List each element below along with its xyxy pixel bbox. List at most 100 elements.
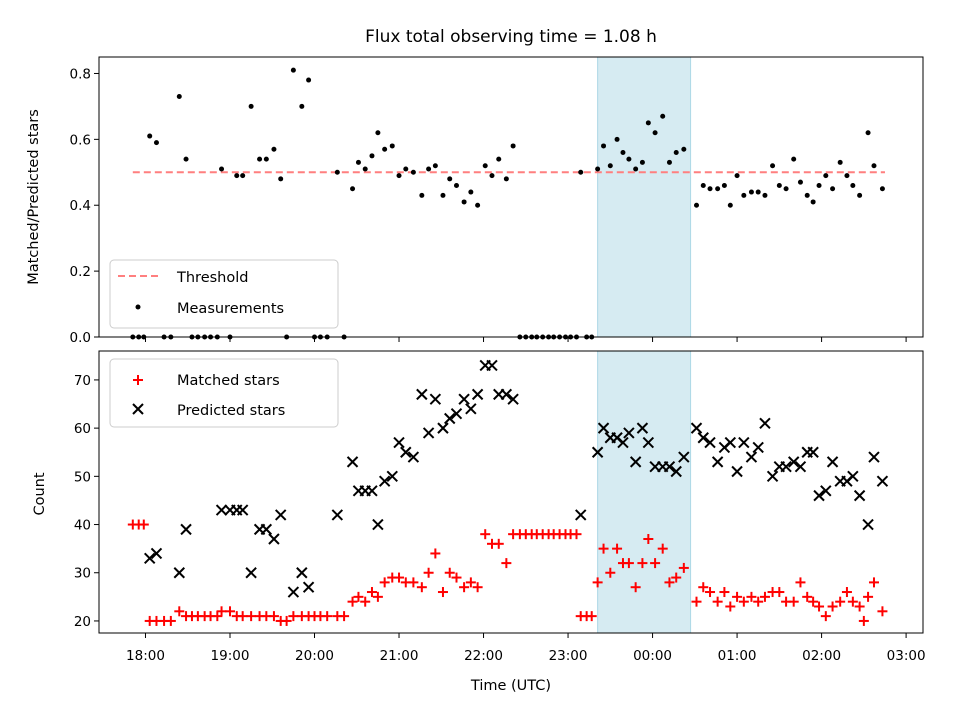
matched-star-point (465, 577, 476, 588)
top-y-axis-label: Matched/Predicted stars (26, 109, 42, 285)
measurement-point (595, 166, 601, 172)
predicted-star-point (597, 422, 610, 434)
predicted-star-point (868, 451, 880, 463)
predicted-star-stroke-b (623, 427, 635, 439)
measurement-point (271, 146, 277, 152)
measurement-point (614, 136, 620, 142)
measurement-point (652, 130, 658, 136)
matched-star-point (288, 611, 299, 622)
matched-star-point (643, 534, 654, 544)
bottom-x-tick-label: 18:00 (126, 648, 165, 664)
matched-star-point (808, 596, 819, 607)
predicted-star-stroke-b (150, 547, 163, 560)
chart-title: Flux total observing time = 1.08 h (365, 27, 657, 47)
predicted-star-stroke-b (465, 403, 477, 415)
top-y-tick-label: 0.2 (70, 264, 91, 280)
measurement-point (503, 176, 509, 182)
matched-star-point (827, 601, 838, 612)
predicted-star-stroke-b (617, 436, 629, 449)
predicted-star-point (393, 436, 405, 449)
measurement-point (797, 179, 803, 185)
predicted-star-stroke-b (268, 533, 280, 545)
measurement-point (453, 182, 459, 188)
matched-star-point (753, 596, 764, 607)
matched-star-point (237, 611, 248, 622)
predicted-star-point (759, 417, 771, 430)
bottom-y-tick-label: 70 (74, 373, 91, 389)
measurement-point (489, 173, 495, 179)
matched-star-point (353, 591, 364, 602)
predicted-star-point (862, 518, 874, 531)
measurement-point (263, 156, 269, 162)
matched-star-point (394, 572, 405, 583)
matched-star-point (746, 591, 757, 602)
measurement-point (755, 189, 761, 195)
predicted-star-point (400, 446, 412, 458)
predicted-star-point (731, 465, 743, 478)
predicted-star-stroke-b (144, 552, 156, 564)
predicted-star-stroke-b (400, 446, 412, 458)
predicted-star-stroke-b (346, 456, 359, 468)
predicted-star-stroke-b (862, 518, 874, 531)
measurement-point (482, 163, 488, 169)
matched-star-point (835, 596, 846, 607)
bottom-y-axis-label: Count (32, 472, 48, 515)
measurement-point (734, 173, 740, 179)
predicted-star-stroke-b (826, 456, 839, 468)
predicted-star-point (331, 509, 344, 521)
matched-star-point (858, 615, 869, 626)
measurement-point (299, 103, 305, 109)
predicted-star-point (704, 436, 716, 449)
predicted-star-stroke-b (738, 436, 750, 449)
predicted-star-stroke-b (458, 393, 470, 405)
predicted-star-point (471, 388, 484, 401)
top-y-axis: 0.0 0.2 0.4 0.6 0.8 (70, 66, 99, 346)
measurement-point (496, 156, 502, 162)
matched-star-point (174, 606, 185, 617)
matched-star-point (630, 582, 641, 593)
predicted-star-point (458, 393, 470, 405)
predicted-star-point (629, 456, 642, 468)
measurement-point (721, 182, 727, 188)
matched-star-point (712, 596, 723, 607)
bottom-x-tick-label: 02:00 (802, 648, 841, 664)
bottom-x-axis: 18:00 19:00 20:00 21:00 22:00 23:00 00:00 01:00… (126, 633, 926, 664)
predicted-star-point (766, 470, 779, 483)
top-y-tick-label: 0.0 (70, 330, 91, 346)
measurement-point (673, 150, 679, 156)
bottom-x-tick-label: 19:00 (211, 648, 250, 664)
matched-star-point (379, 577, 390, 588)
bottom-x-tick-label: 22:00 (464, 648, 503, 664)
measurement-point (762, 192, 768, 198)
measurement-point (830, 186, 836, 192)
measurement-point (375, 130, 381, 136)
bottom-x-tick-label: 03:00 (887, 648, 926, 664)
matched-stars-series (127, 519, 888, 626)
measurement-point (626, 156, 632, 162)
measurement-point (776, 182, 782, 188)
predicted-star-stroke-b (731, 465, 743, 478)
matched-star-point (360, 596, 371, 607)
legend-matched-swatch (133, 375, 143, 385)
predicted-star-point (274, 509, 287, 521)
measurements-series (130, 67, 885, 340)
measurement-point (844, 173, 850, 179)
predicted-star-stroke-b (260, 523, 273, 536)
predicted-star-point (260, 523, 273, 536)
measurement-point (666, 159, 672, 165)
measurement-point (865, 130, 871, 136)
predicted-star-stroke-b (215, 504, 228, 516)
predicted-star-point (144, 552, 156, 564)
matched-star-point (444, 567, 455, 578)
legend-predicted-label: Predicted stars (177, 403, 285, 419)
bottom-legend: Matched stars Predicted stars (109, 358, 339, 428)
measurement-point (410, 169, 416, 175)
predicted-star-point (591, 446, 604, 458)
bottom-legend-box (109, 358, 339, 428)
predicted-star-stroke-b (591, 446, 604, 458)
measurement-point (633, 166, 639, 172)
predicted-star-stroke-b (407, 451, 420, 463)
predicted-star-stroke-b (597, 422, 610, 434)
predicted-star-point (724, 436, 737, 449)
predicted-star-stroke-b (636, 422, 649, 434)
